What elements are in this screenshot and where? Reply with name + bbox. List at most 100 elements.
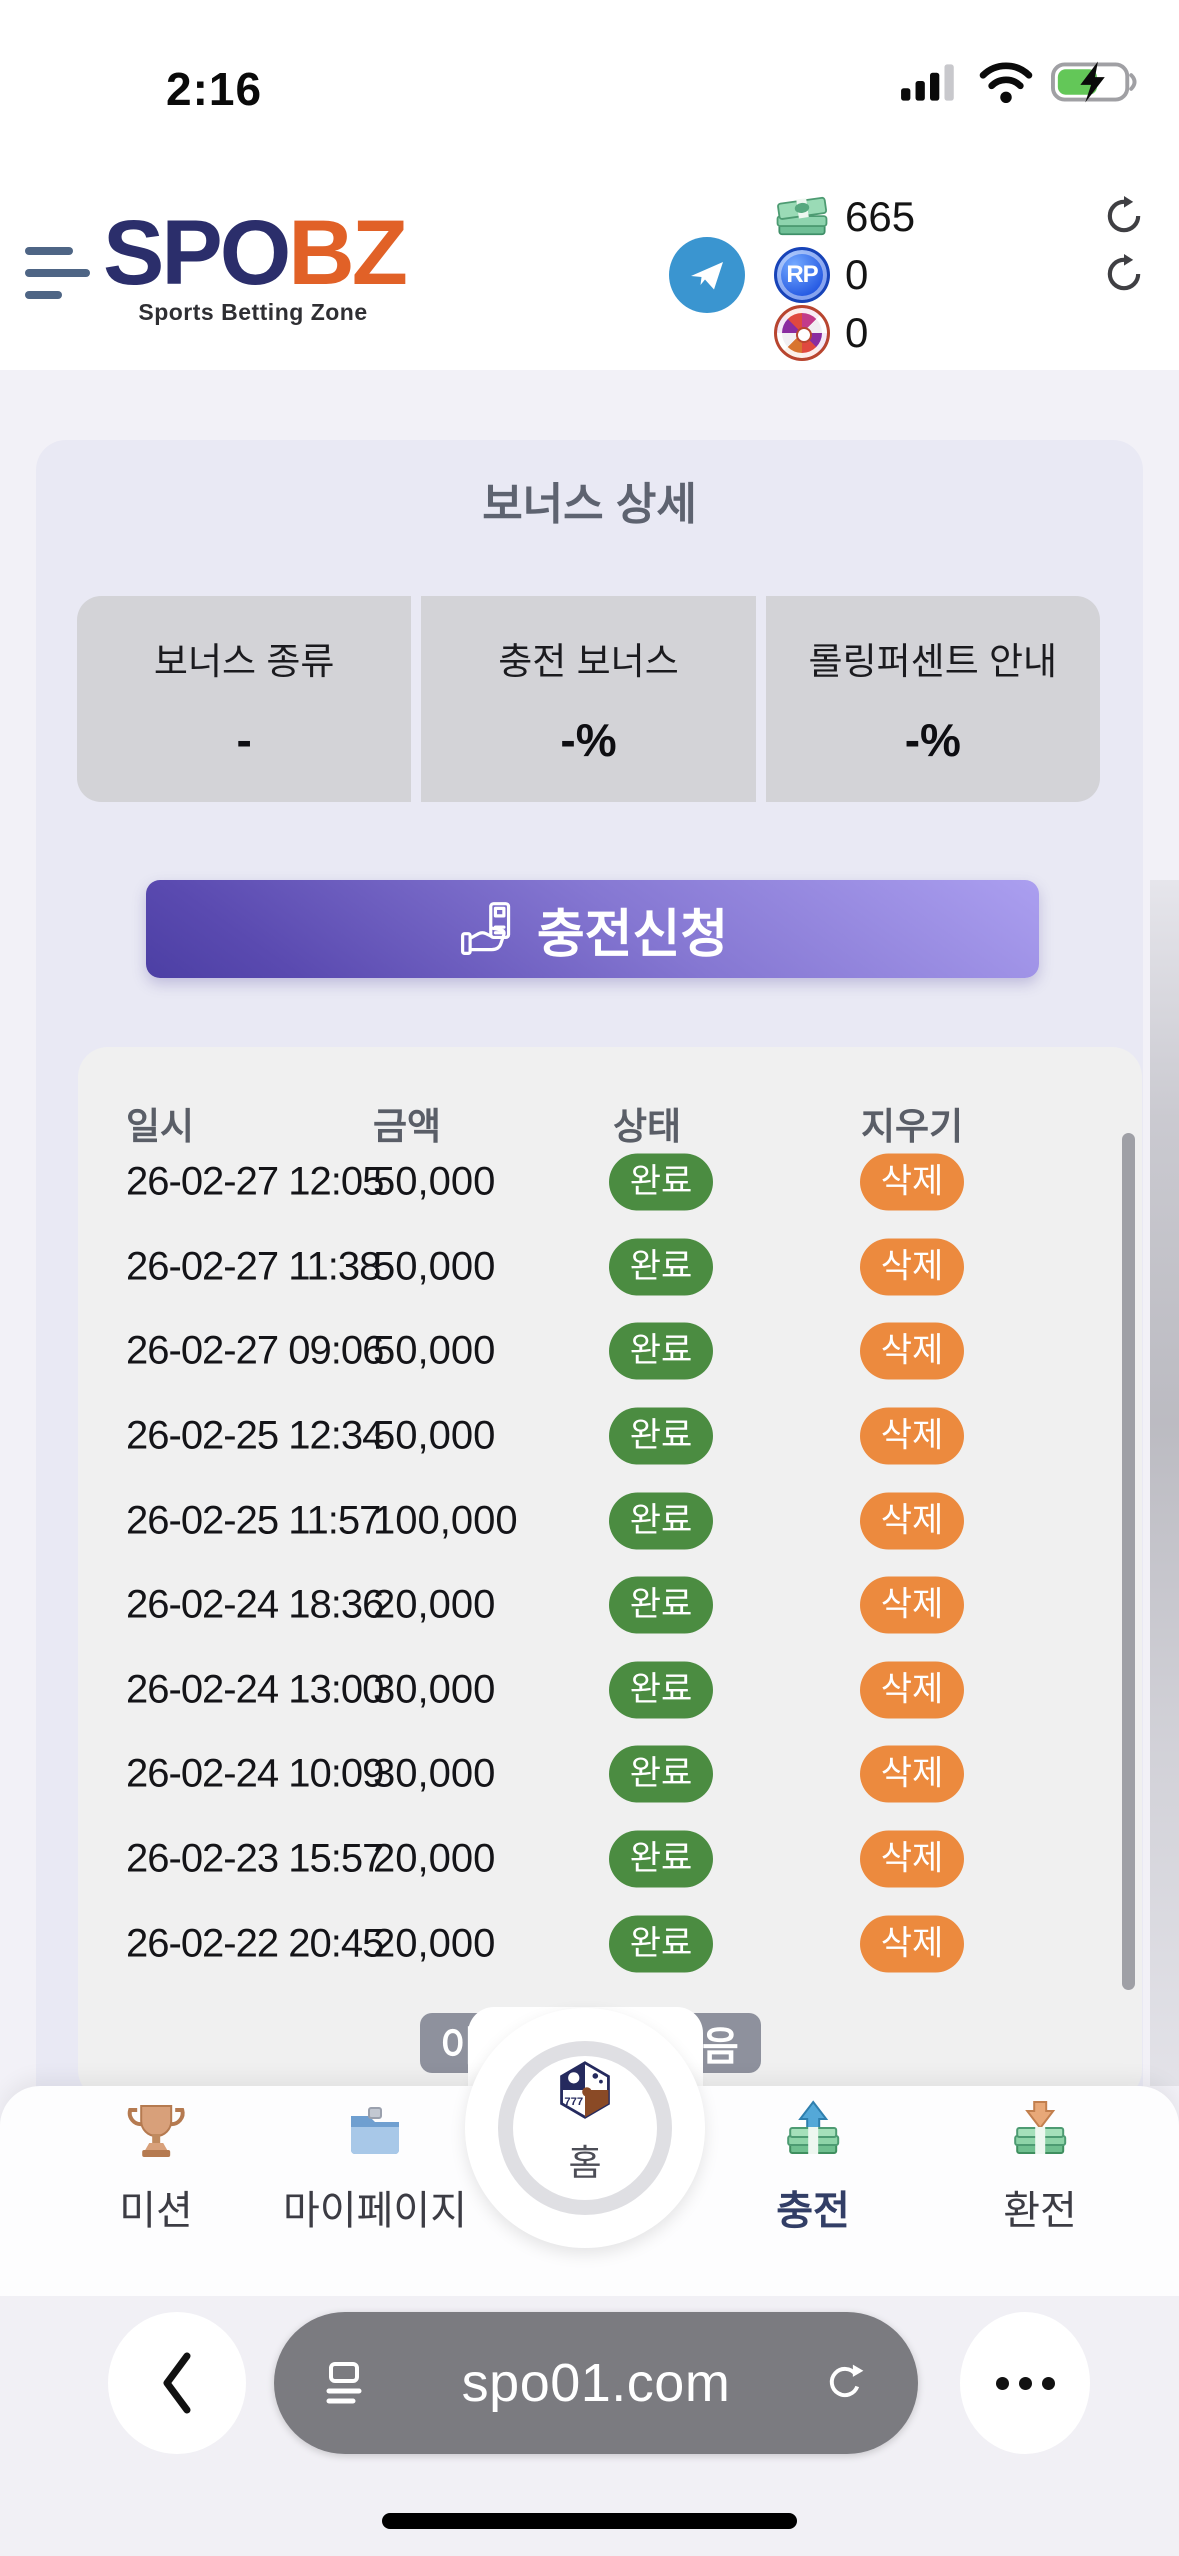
delete-button[interactable]: 삭제 [860,1576,964,1634]
folder-icon [351,2107,399,2154]
hand-money-icon [460,902,510,955]
status-badge: 완료 [609,1238,713,1296]
logo[interactable]: SPOBZ Sports Betting Zone [103,202,408,326]
status-badge: 완료 [609,1745,713,1803]
summary-label: 보너스 종류 [153,641,335,682]
column-header-amount: 금액 [373,1106,442,1147]
browser-more-button[interactable] [960,2312,1090,2454]
summary-label: 롤링퍼센트 안내 [808,641,1058,682]
row-amount: 100,000 [373,1498,518,1543]
balance-roulette: 0 [773,304,868,362]
telegram-icon [691,262,723,290]
row-date: 26-02-27 12:05 [126,1159,384,1204]
nav-item-mission[interactable]: 미션 [119,2100,193,2236]
cash-balance-value: 665 [845,193,916,240]
roulette-balance-value: 0 [845,309,869,356]
nav-label: 충전 [776,2189,850,2233]
battery-charging-icon [1051,61,1137,103]
reader-icon [326,2362,362,2404]
summary-cell-bonus-type: 보너스 종류 - [77,596,412,802]
delete-button[interactable]: 삭제 [860,1407,964,1465]
home-indicator[interactable] [382,2513,797,2529]
delete-button[interactable]: 삭제 [860,1661,964,1719]
table-row: 26-02-27 12:05 50,000 완료 삭제 [0,1140,1179,1225]
bonus-summary-table: 보너스 종류 - 충전 보너스 -% 롤링퍼센트 안내 -% [77,596,1100,802]
delete-button[interactable]: 삭제 [860,1322,964,1380]
status-badge: 완료 [609,1492,713,1550]
nav-item-home[interactable]: 777 홈 [465,2008,705,2248]
nav-label: 환전 [1003,2189,1077,2233]
row-amount: 30,000 [373,1667,496,1712]
table-row: 26-02-25 11:57 100,000 완료 삭제 [0,1478,1179,1563]
refresh-points-button[interactable] [1104,254,1144,294]
row-date: 26-02-25 11:57 [126,1498,381,1543]
row-amount: 50,000 [373,1328,496,1373]
status-icons [899,60,1139,104]
row-date: 26-02-24 18:36 [126,1582,384,1627]
row-amount: 30,000 [373,1751,496,1796]
rp-balance-value: 0 [845,251,869,298]
menu-button[interactable] [25,247,95,299]
row-amount: 50,000 [373,1244,496,1289]
row-amount: 50,000 [373,1159,496,1204]
status-badge: 완료 [609,1407,713,1465]
cash-icon [773,188,831,246]
nav-item-exchange[interactable]: 환전 [1003,2100,1077,2236]
nav-item-deposit[interactable]: 충전 [776,2100,850,2236]
status-badge: 완료 [609,1576,713,1634]
table-row: 26-02-24 13:00 30,000 완료 삭제 [0,1648,1179,1733]
dice-logo-icon: 777 [560,2061,610,2119]
delete-button[interactable]: 삭제 [860,1745,964,1803]
url-bar[interactable]: spo01.com [274,2312,918,2454]
page-title: 보너스 상세 [482,480,697,529]
summary-value: -% [560,714,617,766]
telegram-button[interactable] [669,237,745,313]
delete-button[interactable]: 삭제 [860,1492,964,1550]
chevron-left-icon [163,2352,191,2414]
summary-label: 충전 보너스 [498,641,679,682]
table-row: 26-02-27 11:38 50,000 완료 삭제 [0,1225,1179,1310]
delete-button[interactable]: 삭제 [860,1238,964,1296]
refresh-icon [1107,196,1141,233]
refresh-icon [1107,254,1141,291]
nav-item-mypage[interactable]: 마이페이지 [283,2100,467,2236]
status-time: 2:16 [166,63,263,115]
logo-text: SPOBZ [103,202,408,304]
row-date: 26-02-23 15:57 [126,1836,384,1881]
page-refresh-icon[interactable] [824,2362,866,2404]
money-down-icon [1013,2101,1066,2154]
summary-value: -% [904,714,961,766]
background-edge [1150,880,1179,2086]
trophy-icon [127,2105,185,2157]
delete-button[interactable]: 삭제 [860,1153,964,1211]
svg-text:777: 777 [564,2096,583,2108]
row-date: 26-02-25 12:34 [126,1413,384,1458]
table-row: 26-02-22 20:45 20,000 완료 삭제 [0,1901,1179,1986]
balance-rp: RP 0 [773,246,868,304]
summary-cell-rolling-percent: 롤링퍼센트 안내 -% [765,596,1100,802]
status-badge: 완료 [609,1830,713,1888]
row-date: 26-02-22 20:45 [126,1921,384,1966]
refresh-balance-button[interactable] [1104,196,1144,236]
rp-coin-icon: RP [773,246,831,304]
status-badge: 완료 [609,1915,713,1973]
app-header [0,130,1179,370]
table-row: 26-02-27 09:06 50,000 완료 삭제 [0,1309,1179,1394]
scrollbar-thumb[interactable] [1122,1133,1135,1990]
delete-button[interactable]: 삭제 [860,1915,964,1973]
deposit-button-label: 충전신청 [536,905,729,964]
summary-value: - [236,714,252,766]
column-header-action: 지우기 [861,1106,964,1147]
row-amount: 20,000 [373,1921,496,1966]
nav-label: 미션 [119,2189,193,2233]
row-date: 26-02-27 11:38 [126,1244,381,1289]
browser-back-button[interactable] [108,2312,246,2454]
status-badge: 완료 [609,1153,713,1211]
deposit-request-button[interactable]: 충전신청 [146,880,1039,978]
row-amount: 20,000 [373,1836,496,1881]
money-up-icon [786,2100,839,2154]
logo-subtitle: Sports Betting Zone [138,299,368,325]
delete-button[interactable]: 삭제 [860,1830,964,1888]
status-badge: 완료 [609,1322,713,1380]
